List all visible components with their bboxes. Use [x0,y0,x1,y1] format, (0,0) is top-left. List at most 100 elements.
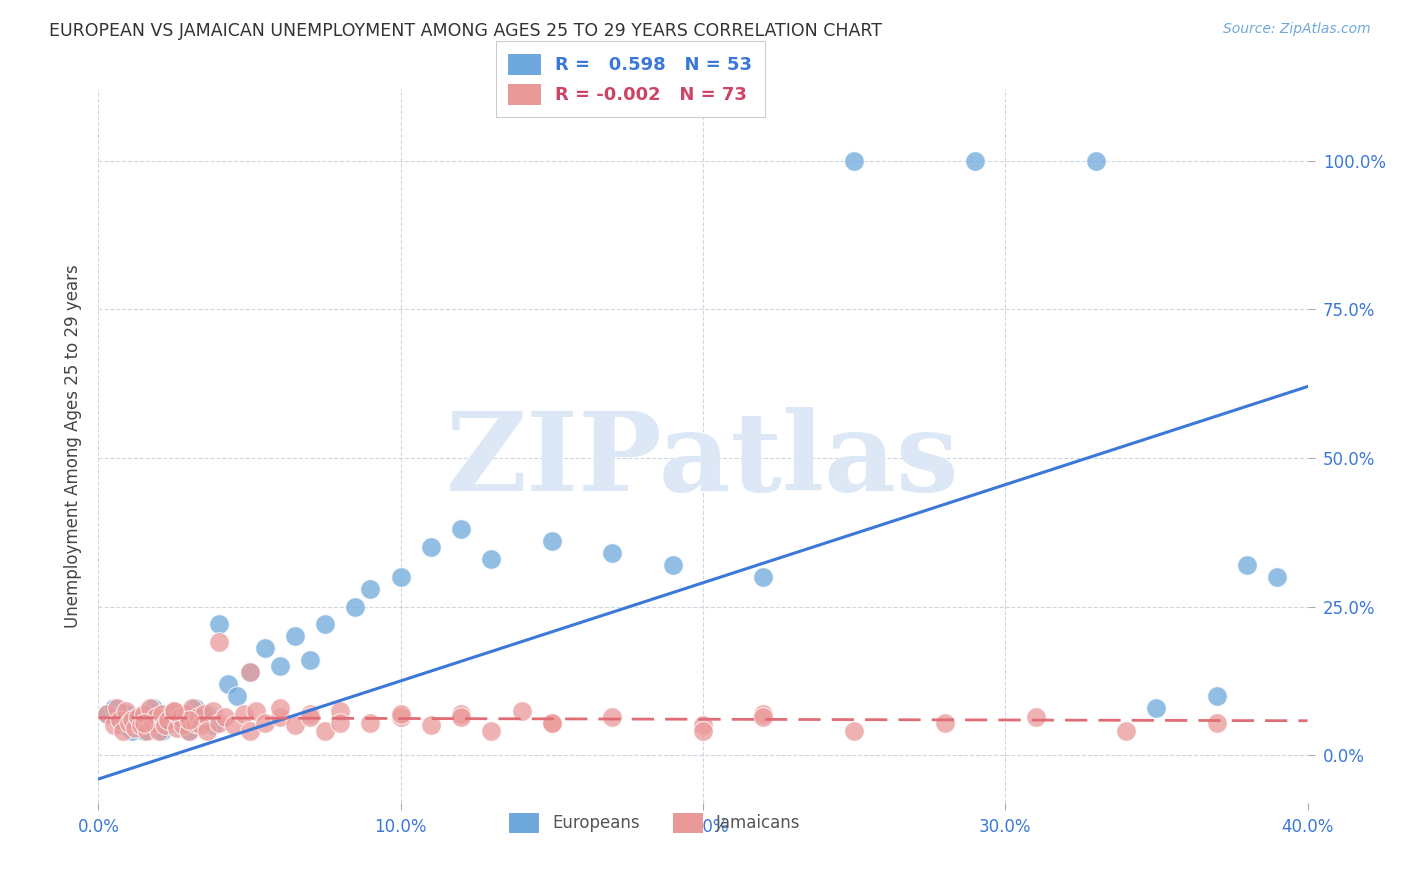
Point [752,706,775,721]
Point [103,718,125,732]
Point [481,724,503,739]
Point [1206,689,1229,703]
Point [153,715,176,730]
Point [156,713,179,727]
Point [844,724,866,739]
Point [253,641,276,656]
Point [299,709,322,723]
Point [389,570,412,584]
Point [148,724,170,739]
Point [132,724,155,739]
Point [163,704,186,718]
Point [148,713,170,727]
Point [239,724,262,739]
Point [96,706,118,721]
Point [1115,724,1137,739]
Point [299,653,322,667]
Point [450,709,472,723]
Text: EUROPEAN VS JAMAICAN UNEMPLOYMENT AMONG AGES 25 TO 29 YEARS CORRELATION CHART: EUROPEAN VS JAMAICAN UNEMPLOYMENT AMONG … [49,22,882,40]
Point [135,724,157,739]
Point [179,724,201,739]
Point [124,715,146,730]
Point [208,635,231,649]
Point [661,558,683,572]
Point [602,709,624,723]
Point [752,709,775,723]
Point [105,700,128,714]
Point [844,153,866,168]
Point [420,540,443,554]
Point [129,718,152,732]
Point [103,700,125,714]
Point [195,706,218,721]
Point [142,715,165,730]
Point [96,706,118,721]
Point [111,724,134,739]
Point [1236,558,1258,572]
Point [111,718,134,732]
Point [135,706,157,721]
Point [299,706,322,721]
Point [269,659,291,673]
Point [145,709,167,723]
Point [1267,570,1289,584]
Point [450,522,472,536]
Point [239,665,262,679]
Point [129,718,152,732]
Point [1085,153,1108,168]
Y-axis label: Unemployment Among Ages 25 to 29 years: Unemployment Among Ages 25 to 29 years [63,264,82,628]
Point [108,713,131,727]
Point [160,706,183,721]
Point [329,715,352,730]
Point [224,718,246,732]
Point [139,713,162,727]
Point [360,582,382,596]
Text: ZIPatlas: ZIPatlas [446,407,960,514]
Point [540,534,562,549]
Point [314,724,336,739]
Point [226,689,249,703]
Point [127,709,149,723]
Point [202,718,225,732]
Point [121,724,143,739]
Point [344,599,367,614]
Point [163,704,186,718]
Point [389,706,412,721]
Point [214,709,236,723]
Point [184,700,207,714]
Point [169,709,191,723]
Point [752,570,775,584]
Point [329,704,352,718]
Point [139,700,162,714]
Point [245,704,267,718]
Point [239,665,262,679]
Point [1024,709,1046,723]
Point [145,718,167,732]
Point [692,724,714,739]
Point [132,706,155,721]
Point [121,713,143,727]
Point [965,153,987,168]
Point [314,617,336,632]
Point [179,713,201,727]
Point [540,715,562,730]
Point [232,706,254,721]
Point [172,718,194,732]
Point [124,722,146,736]
Text: Source: ZipAtlas.com: Source: ZipAtlas.com [1223,22,1371,37]
Point [114,704,136,718]
Point [132,715,155,730]
Point [1206,715,1229,730]
Point [934,715,956,730]
Point [269,700,291,714]
Point [202,704,225,718]
Point [510,704,533,718]
Point [284,718,307,732]
Point [195,724,218,739]
Point [1144,700,1167,714]
Point [450,706,472,721]
Point [108,713,131,727]
Point [481,552,503,566]
Point [150,706,173,721]
Point [114,706,136,721]
